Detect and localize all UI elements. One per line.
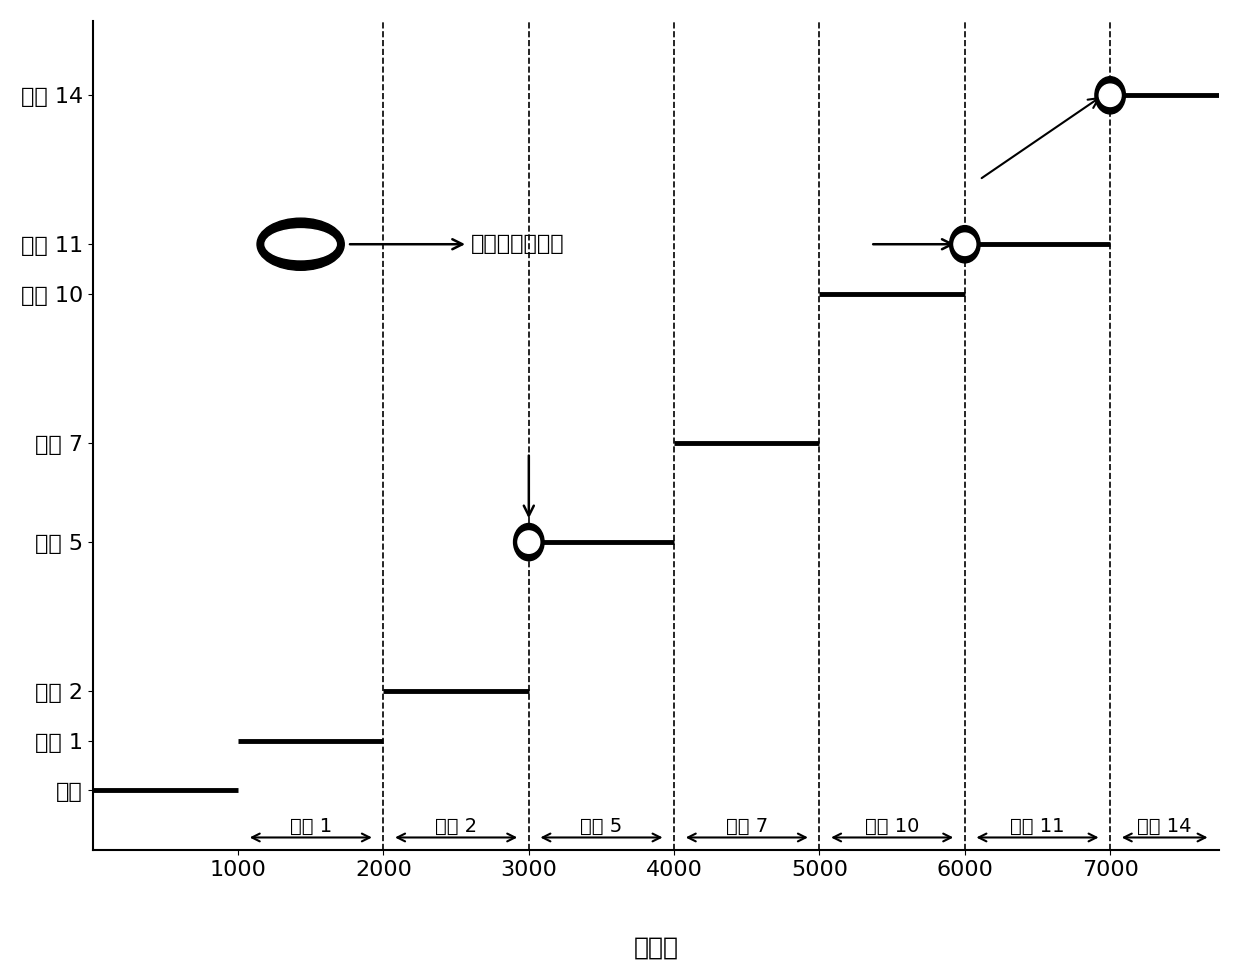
Text: 故障 11: 故障 11 [1011,816,1065,836]
Ellipse shape [950,225,980,263]
Ellipse shape [1095,76,1126,114]
Ellipse shape [513,523,544,561]
Ellipse shape [518,531,539,554]
Text: 故障 14: 故障 14 [1137,816,1192,836]
Ellipse shape [1100,84,1121,107]
Text: 故障 5: 故障 5 [580,816,622,836]
Text: 故障 2: 故障 2 [435,816,477,836]
Text: 故障 10: 故障 10 [866,816,919,836]
Text: 故障 7: 故障 7 [725,816,768,836]
Ellipse shape [265,229,336,260]
X-axis label: 样本数: 样本数 [634,935,678,959]
Text: 故障 1: 故障 1 [290,816,332,836]
Ellipse shape [954,233,976,256]
Ellipse shape [257,219,345,270]
Text: 明显的误分类点: 明显的误分类点 [350,234,564,254]
